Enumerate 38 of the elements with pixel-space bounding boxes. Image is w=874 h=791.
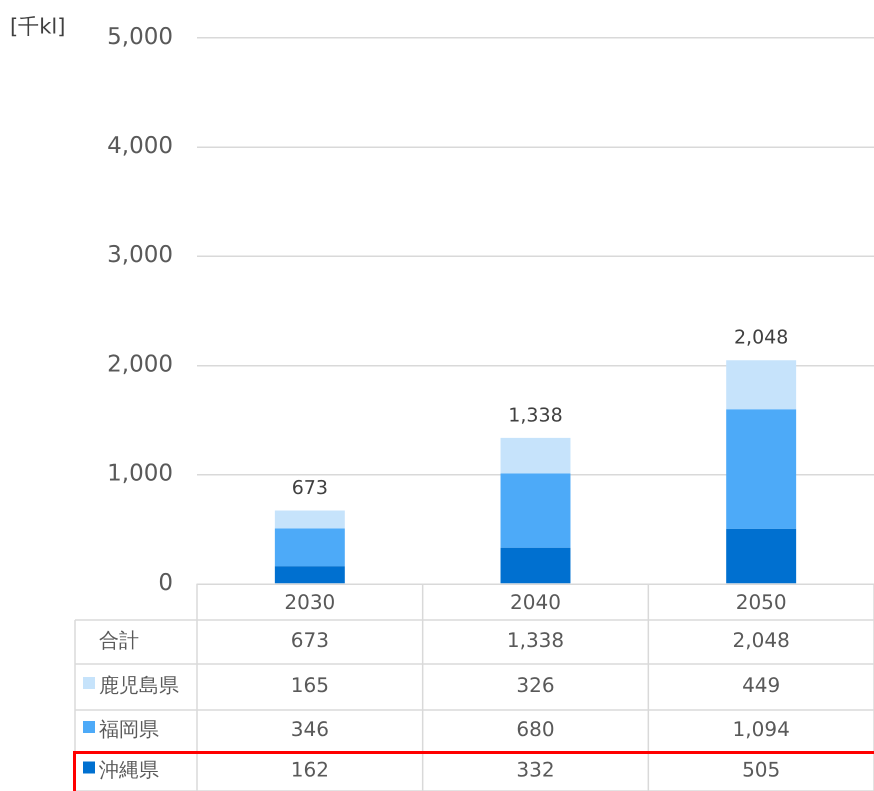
bar — [500, 438, 570, 474]
y-tick-label: 3,000 — [107, 242, 173, 268]
bar — [500, 473, 570, 548]
data-label: 449 — [742, 673, 780, 698]
legend-label: 鹿児島県 — [99, 673, 179, 698]
y-axis-title: [千kl] — [10, 14, 66, 38]
x-tick-label: 2040 — [510, 590, 561, 614]
bar — [274, 566, 345, 584]
text: 合計 — [99, 628, 139, 652]
data-label: 326 — [516, 673, 555, 698]
total-label: 673 — [292, 476, 328, 499]
text: 1,338 — [506, 628, 564, 652]
data-label: 346 — [290, 717, 329, 742]
bar — [726, 409, 796, 529]
x-tick-label: 2030 — [284, 590, 336, 614]
bar — [274, 510, 345, 529]
bar — [500, 548, 570, 584]
total-label: 1,338 — [508, 404, 563, 426]
bar — [274, 528, 345, 566]
data-label: 505 — [742, 758, 780, 782]
x-tick-label: 2050 — [736, 590, 787, 614]
text: 673 — [290, 628, 329, 652]
bar — [726, 528, 796, 584]
legend-label: 福岡県 — [99, 717, 159, 742]
data-label: 332 — [516, 758, 555, 782]
data-label: 162 — [290, 758, 329, 782]
y-tick-label: 0 — [158, 570, 173, 596]
bar — [726, 360, 796, 410]
y-tick-label: 4,000 — [107, 133, 173, 160]
data-label: 1,094 — [732, 717, 790, 742]
y-tick-label: 5,000 — [107, 24, 173, 50]
data-label: 680 — [516, 717, 555, 742]
y-tick-label: 2,000 — [107, 351, 173, 378]
legend-label: 沖縄県 — [99, 758, 159, 782]
text: 2,048 — [732, 628, 790, 652]
y-tick-label: 1,000 — [107, 460, 173, 487]
total-label: 2,048 — [734, 326, 788, 349]
data-label: 165 — [290, 673, 329, 698]
